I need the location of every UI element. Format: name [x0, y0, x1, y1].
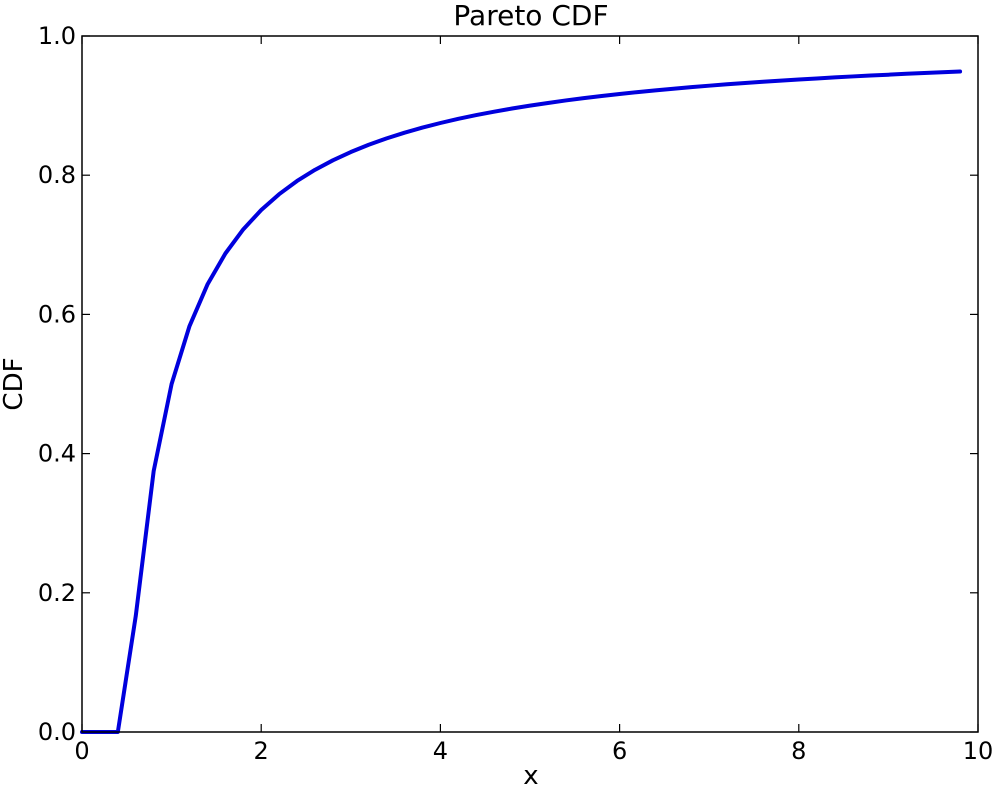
x-tick-label: 6 [612, 737, 627, 765]
y-tick-label: 0.4 [38, 440, 76, 468]
ticks-layer: 0 2 4 6 8 10 0.0 0.2 0.4 0.6 0.8 1.0 [38, 22, 993, 765]
x-axis-label: x [523, 761, 538, 787]
x-tick-label: 0 [74, 737, 89, 765]
x-tick-label: 10 [963, 737, 994, 765]
y-tick-label: 0.8 [38, 161, 76, 189]
y-tick-label: 0.2 [38, 579, 76, 607]
chart-title: Pareto CDF [453, 0, 608, 32]
y-tick-label: 0.6 [38, 300, 76, 328]
y-tick-label: 0.0 [38, 718, 76, 746]
series-layer [80, 69, 963, 734]
x-tick-label: 2 [254, 737, 269, 765]
plot-frame [81, 35, 979, 733]
y-axis-label: CDF [0, 357, 29, 410]
y-tick-label: 1.0 [38, 22, 76, 50]
series-line-0 [80, 69, 963, 734]
x-tick-label: 8 [791, 737, 806, 765]
x-tick-label: 4 [433, 737, 448, 765]
